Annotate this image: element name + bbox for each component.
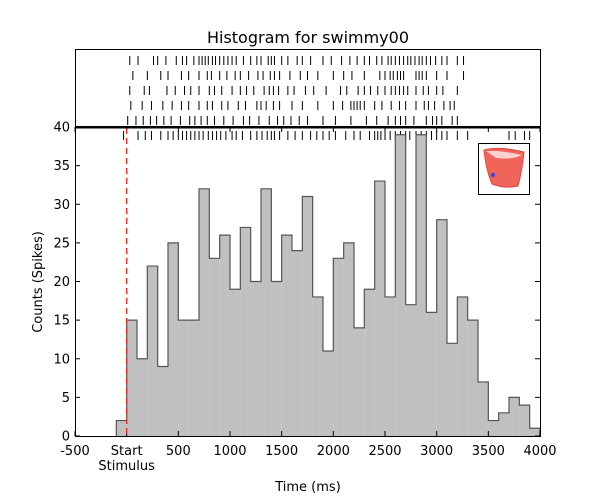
histogram-bar <box>385 296 396 436</box>
histogram-bar <box>333 258 344 436</box>
histogram-bar <box>147 266 158 436</box>
histogram-bar <box>436 219 447 436</box>
histogram-bar <box>230 289 241 436</box>
x-axis-label: Time (ms) <box>274 480 341 495</box>
raster-panel-frame <box>75 49 541 127</box>
x-tick-label: 2500 <box>368 444 401 459</box>
histogram-bar <box>157 366 168 436</box>
histogram-outline <box>115 134 541 436</box>
histogram-bar <box>116 420 127 436</box>
histogram-bar <box>395 134 406 437</box>
histogram-bar <box>488 420 499 436</box>
histogram-bar <box>292 250 303 436</box>
red-fish-body-icon <box>478 143 530 195</box>
histogram-bar <box>447 343 458 436</box>
histogram-bar <box>467 320 478 437</box>
spike-raster <box>123 56 531 140</box>
histogram-bar <box>312 296 323 436</box>
histogram-bar <box>478 381 489 436</box>
histogram-bar <box>261 188 272 436</box>
histogram-bar <box>168 242 179 437</box>
histogram-bar <box>405 304 416 436</box>
x-tick-label: 500 <box>166 444 191 459</box>
y-tick-label: 20 <box>53 275 70 290</box>
y-tick-label: 25 <box>53 236 70 251</box>
histogram-bar <box>416 134 427 437</box>
histogram-bar <box>529 428 540 436</box>
y-tick-labels: 0 5 10 15 20 25 30 35 40 <box>53 121 70 445</box>
x-tick-label: 3500 <box>472 444 505 459</box>
histogram-bar <box>457 296 468 436</box>
histogram-bar <box>240 227 251 436</box>
histogram-bar <box>354 327 365 436</box>
histogram-bar <box>126 320 137 437</box>
x-tick-label: 2000 <box>317 444 350 459</box>
x-tick-label: -500 <box>60 444 90 459</box>
y-tick-label: 5 <box>62 391 70 406</box>
histogram-bar <box>199 188 210 436</box>
histogram-bar <box>343 242 354 437</box>
x-tick-label: Start <box>111 444 143 459</box>
histogram-bar <box>302 196 313 436</box>
y-tick-label: 35 <box>53 159 70 174</box>
y-tick-label: 30 <box>53 198 70 213</box>
x-tick-label: 4000 <box>523 444 556 459</box>
histogram-bar <box>219 235 230 436</box>
x-tick-labels: -500 Start 500 1000 1500 2000 2500 3000 3500 4000 <box>60 444 556 459</box>
histogram-bar <box>374 181 385 436</box>
y-tick-label: 40 <box>53 121 70 136</box>
histogram-bar <box>209 258 220 436</box>
stimulus-label: Stimulus <box>98 459 155 474</box>
y-tick-label: 10 <box>53 352 70 367</box>
histogram-bar <box>281 235 292 436</box>
histogram-bar <box>426 312 437 436</box>
histogram-bar <box>137 358 148 436</box>
chart-title: Histogram for swimmy00 <box>207 28 409 47</box>
histogram-bar <box>178 320 189 437</box>
histogram-bar <box>519 405 530 436</box>
histogram-bar <box>509 397 520 437</box>
histogram-bar <box>498 412 509 436</box>
y-tick-label: 15 <box>53 314 70 329</box>
y-tick-label: 0 <box>62 430 70 445</box>
histogram-bar <box>188 320 199 437</box>
histogram-bars <box>115 134 541 437</box>
histogram-bar <box>271 281 282 436</box>
x-tick-label: 1500 <box>265 444 298 459</box>
histogram-bar <box>364 289 375 436</box>
histogram-bar <box>250 281 261 436</box>
x-tick-label: 3000 <box>420 444 453 459</box>
x-tick-label: 1000 <box>213 444 246 459</box>
y-axis-label: Counts (Spikes) <box>31 231 46 333</box>
histogram-bar <box>323 351 334 436</box>
